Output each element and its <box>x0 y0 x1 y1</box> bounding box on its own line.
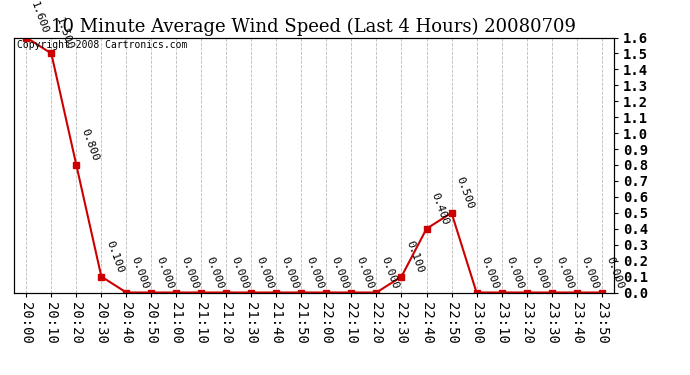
Text: 0.000: 0.000 <box>554 255 575 290</box>
Text: 0.000: 0.000 <box>380 255 400 290</box>
Text: 1.600: 1.600 <box>29 0 50 35</box>
Text: 0.000: 0.000 <box>329 255 350 290</box>
Text: 0.000: 0.000 <box>154 255 175 290</box>
Text: 0.000: 0.000 <box>129 255 150 290</box>
Text: 0.000: 0.000 <box>229 255 250 290</box>
Text: 0.000: 0.000 <box>354 255 375 290</box>
Text: 1.500: 1.500 <box>54 16 75 51</box>
Text: 0.100: 0.100 <box>404 239 425 274</box>
Text: 0.000: 0.000 <box>604 255 625 290</box>
Text: 0.000: 0.000 <box>179 255 200 290</box>
Text: 0.000: 0.000 <box>279 255 300 290</box>
Text: 0.000: 0.000 <box>504 255 525 290</box>
Text: 0.000: 0.000 <box>204 255 225 290</box>
Text: 0.500: 0.500 <box>454 176 475 211</box>
Text: 0.000: 0.000 <box>480 255 500 290</box>
Text: 0.000: 0.000 <box>254 255 275 290</box>
Text: Copyright 2008 Cartronics.com: Copyright 2008 Cartronics.com <box>17 40 187 50</box>
Text: 0.400: 0.400 <box>429 192 450 226</box>
Text: 0.800: 0.800 <box>79 128 100 163</box>
Text: 0.000: 0.000 <box>529 255 550 290</box>
Title: 10 Minute Average Wind Speed (Last 4 Hours) 20080709: 10 Minute Average Wind Speed (Last 4 Hou… <box>52 18 576 36</box>
Text: 0.000: 0.000 <box>304 255 325 290</box>
Text: 0.000: 0.000 <box>580 255 600 290</box>
Text: 0.100: 0.100 <box>104 239 125 274</box>
